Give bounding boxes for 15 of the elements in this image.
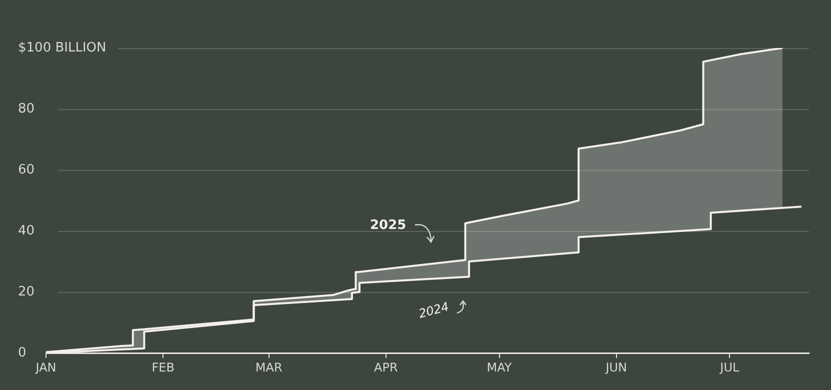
y-tick-label: 80 [18,101,35,116]
x-tick-label: MAR [255,360,282,374]
y-tick-label: 0 [18,345,26,360]
y-tick-label: 40 [18,223,35,238]
y-tick-label: 20 [18,284,35,300]
x-tick-label: FEB [152,360,174,374]
x-tick-label: JUL [719,360,740,374]
x-tick-label: JAN [34,360,56,374]
y-tick-label: 60 [18,162,35,178]
x-tick-label: APR [374,360,398,374]
x-tick-label: JUN [604,360,628,374]
x-tick-label: MAY [486,360,512,374]
text: 2024 [417,300,450,321]
text: 2025 [370,218,406,233]
y-tick-label: $100 BILLION [18,40,106,56]
